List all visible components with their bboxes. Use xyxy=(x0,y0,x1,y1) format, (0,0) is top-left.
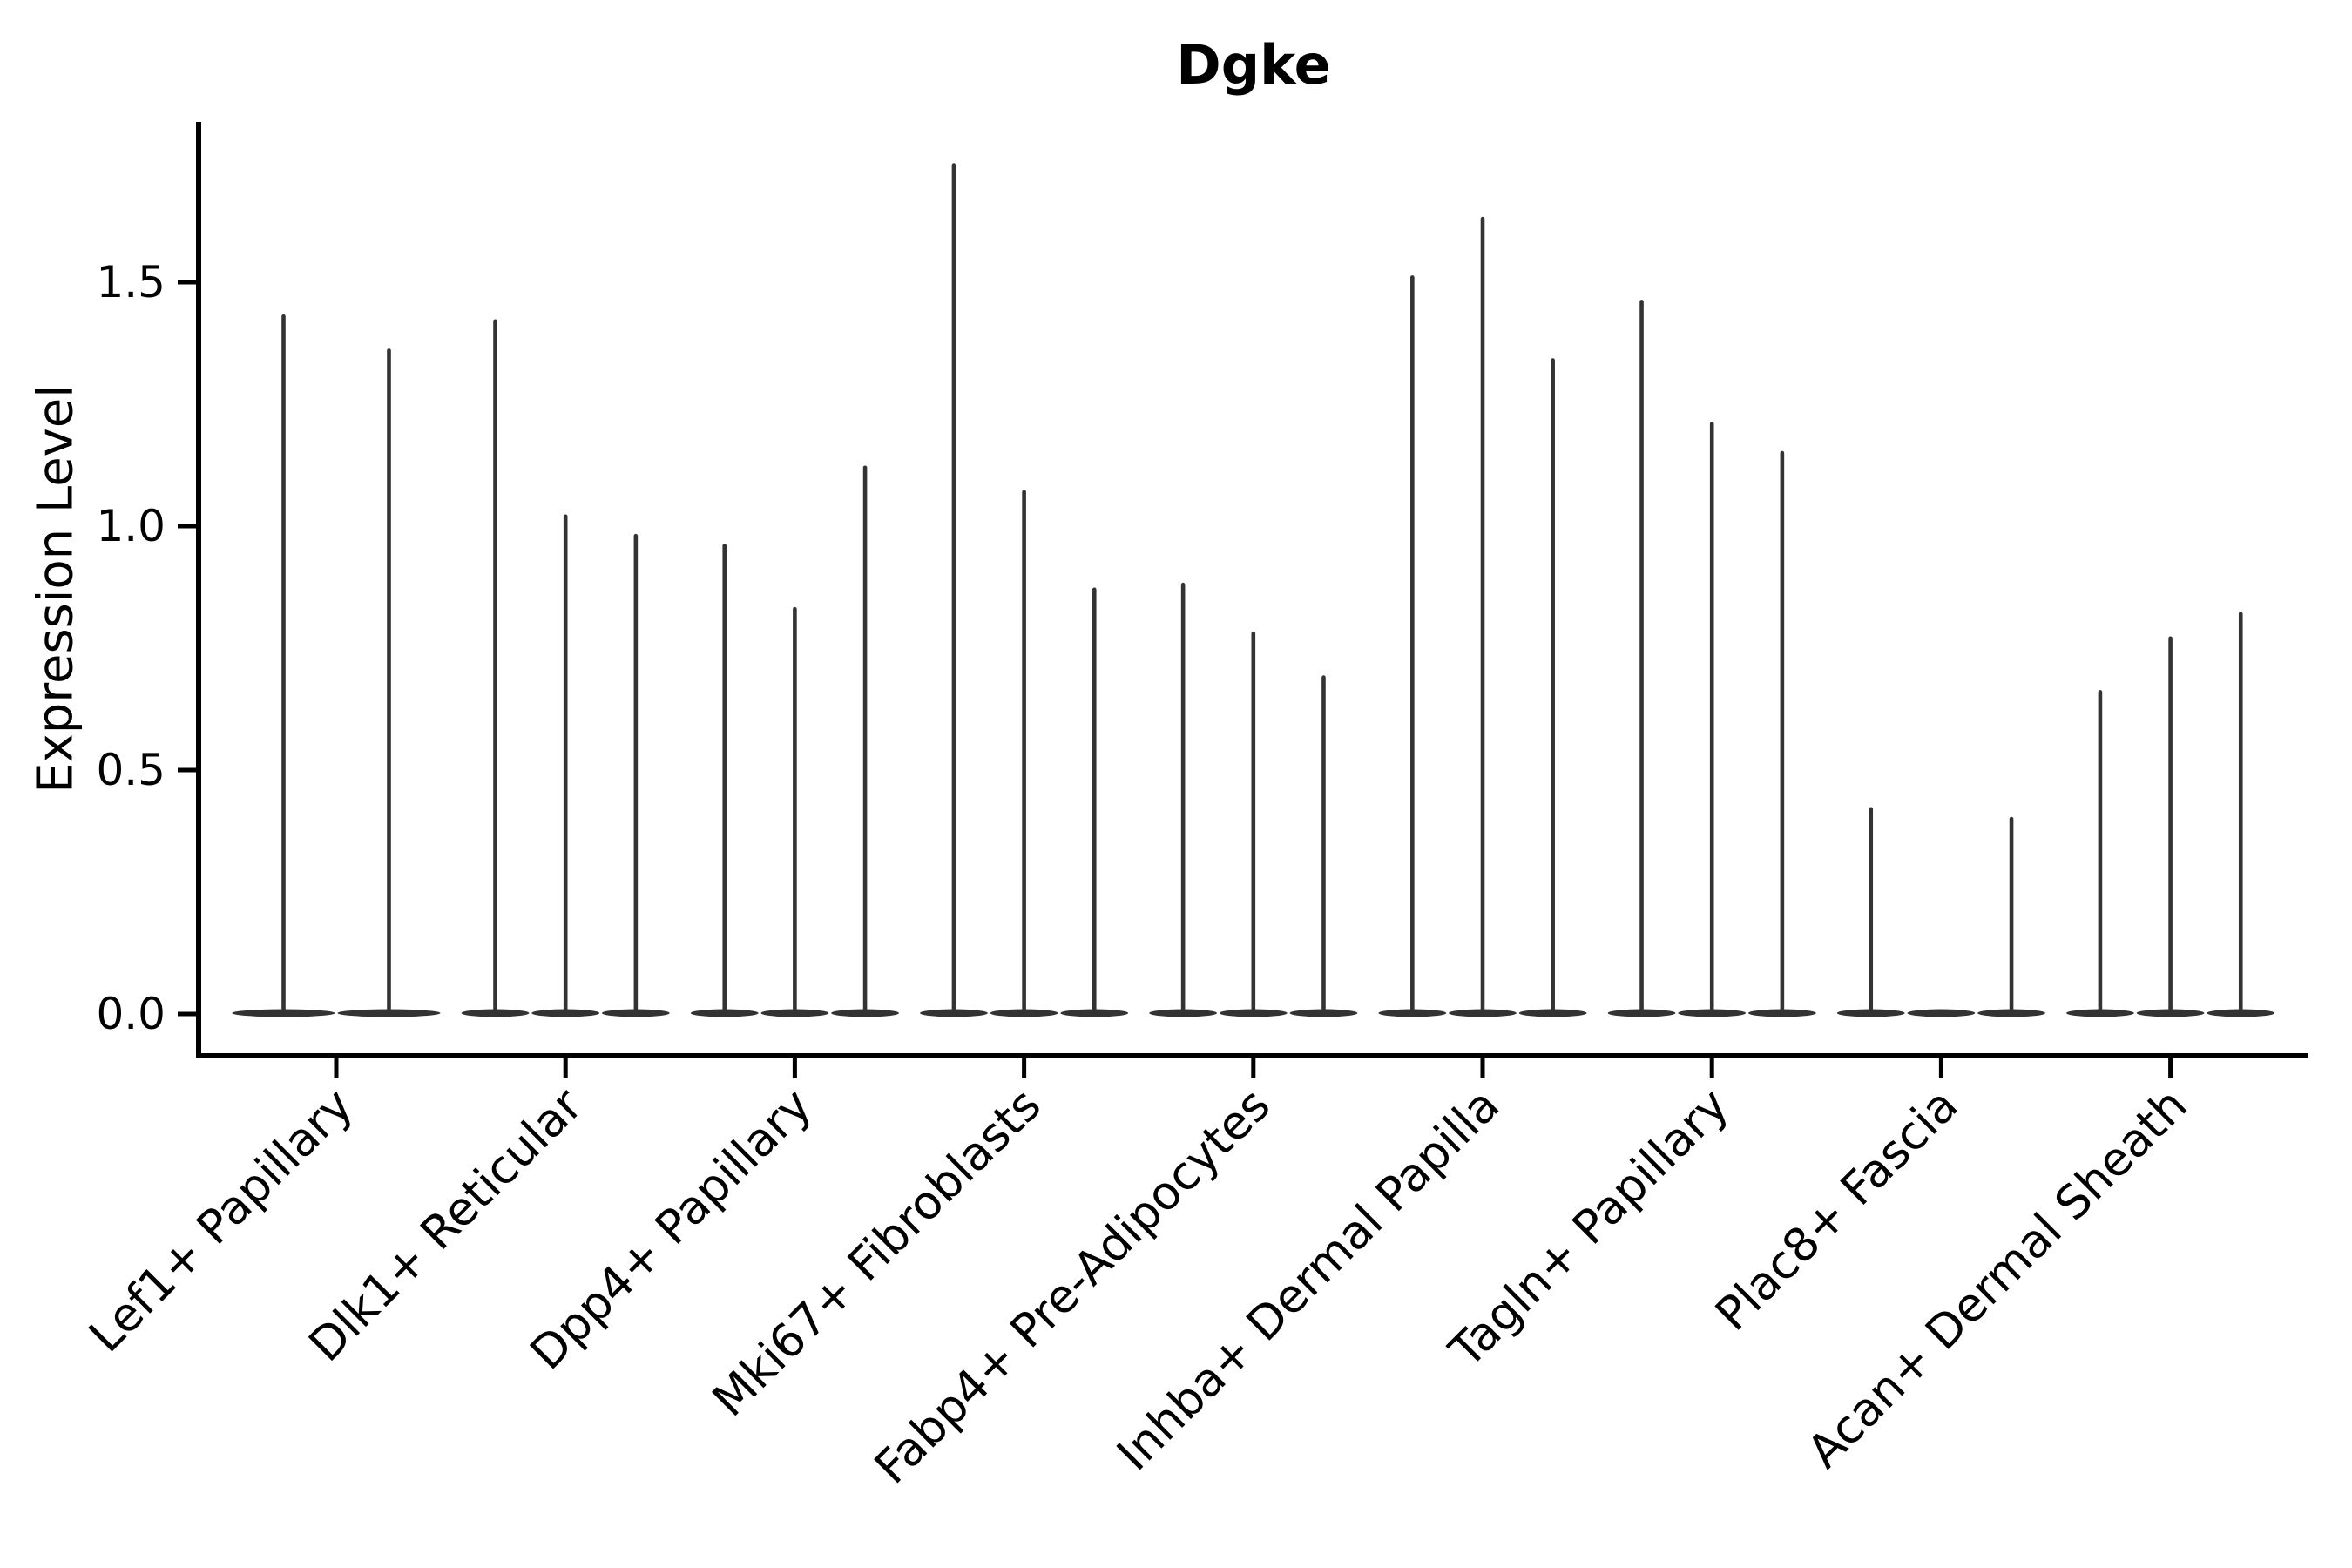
violin-base xyxy=(1607,1009,1676,1017)
y-tick-label: 0.5 xyxy=(96,745,166,795)
violin-base xyxy=(232,1009,335,1017)
violin-base xyxy=(1149,1009,1217,1017)
violin-base xyxy=(1378,1009,1447,1017)
x-category-label: Inhba+ Dermal Papilla xyxy=(1107,1078,1510,1481)
violin-base xyxy=(990,1009,1058,1017)
x-category-label: Acan+ Dermal Sheath xyxy=(1798,1078,2198,1478)
violin-base xyxy=(2207,1009,2275,1017)
violin-base xyxy=(1748,1009,1816,1017)
x-category-label: Plac8+ Fascia xyxy=(1706,1078,1968,1341)
y-tick-label: 1.0 xyxy=(96,501,166,551)
violin-base xyxy=(1836,1009,1905,1017)
violin-base xyxy=(760,1009,829,1017)
violin-base xyxy=(1449,1009,1517,1017)
y-tick-label: 0.0 xyxy=(96,989,166,1039)
violin-base xyxy=(1977,1009,2045,1017)
violin-base xyxy=(2066,1009,2134,1017)
violin-base xyxy=(690,1009,759,1017)
violin-base xyxy=(2136,1009,2205,1017)
chart-title: Dgke xyxy=(1176,33,1331,97)
violin-base xyxy=(1289,1009,1358,1017)
y-tick-label: 1.5 xyxy=(96,257,166,308)
violin-base xyxy=(531,1009,600,1017)
violin-base xyxy=(831,1009,899,1017)
violin-base xyxy=(1060,1009,1129,1017)
violin-base xyxy=(461,1009,530,1017)
violin-base xyxy=(1219,1009,1288,1017)
violin-base xyxy=(1518,1009,1587,1017)
violin-base xyxy=(920,1009,988,1017)
violin-base xyxy=(1678,1009,1747,1017)
violin-base xyxy=(602,1009,670,1017)
violin-base xyxy=(337,1009,441,1017)
x-category-label: Fabp4+ Pre-Adipocytes xyxy=(865,1078,1281,1494)
violin-base xyxy=(1907,1009,1976,1017)
